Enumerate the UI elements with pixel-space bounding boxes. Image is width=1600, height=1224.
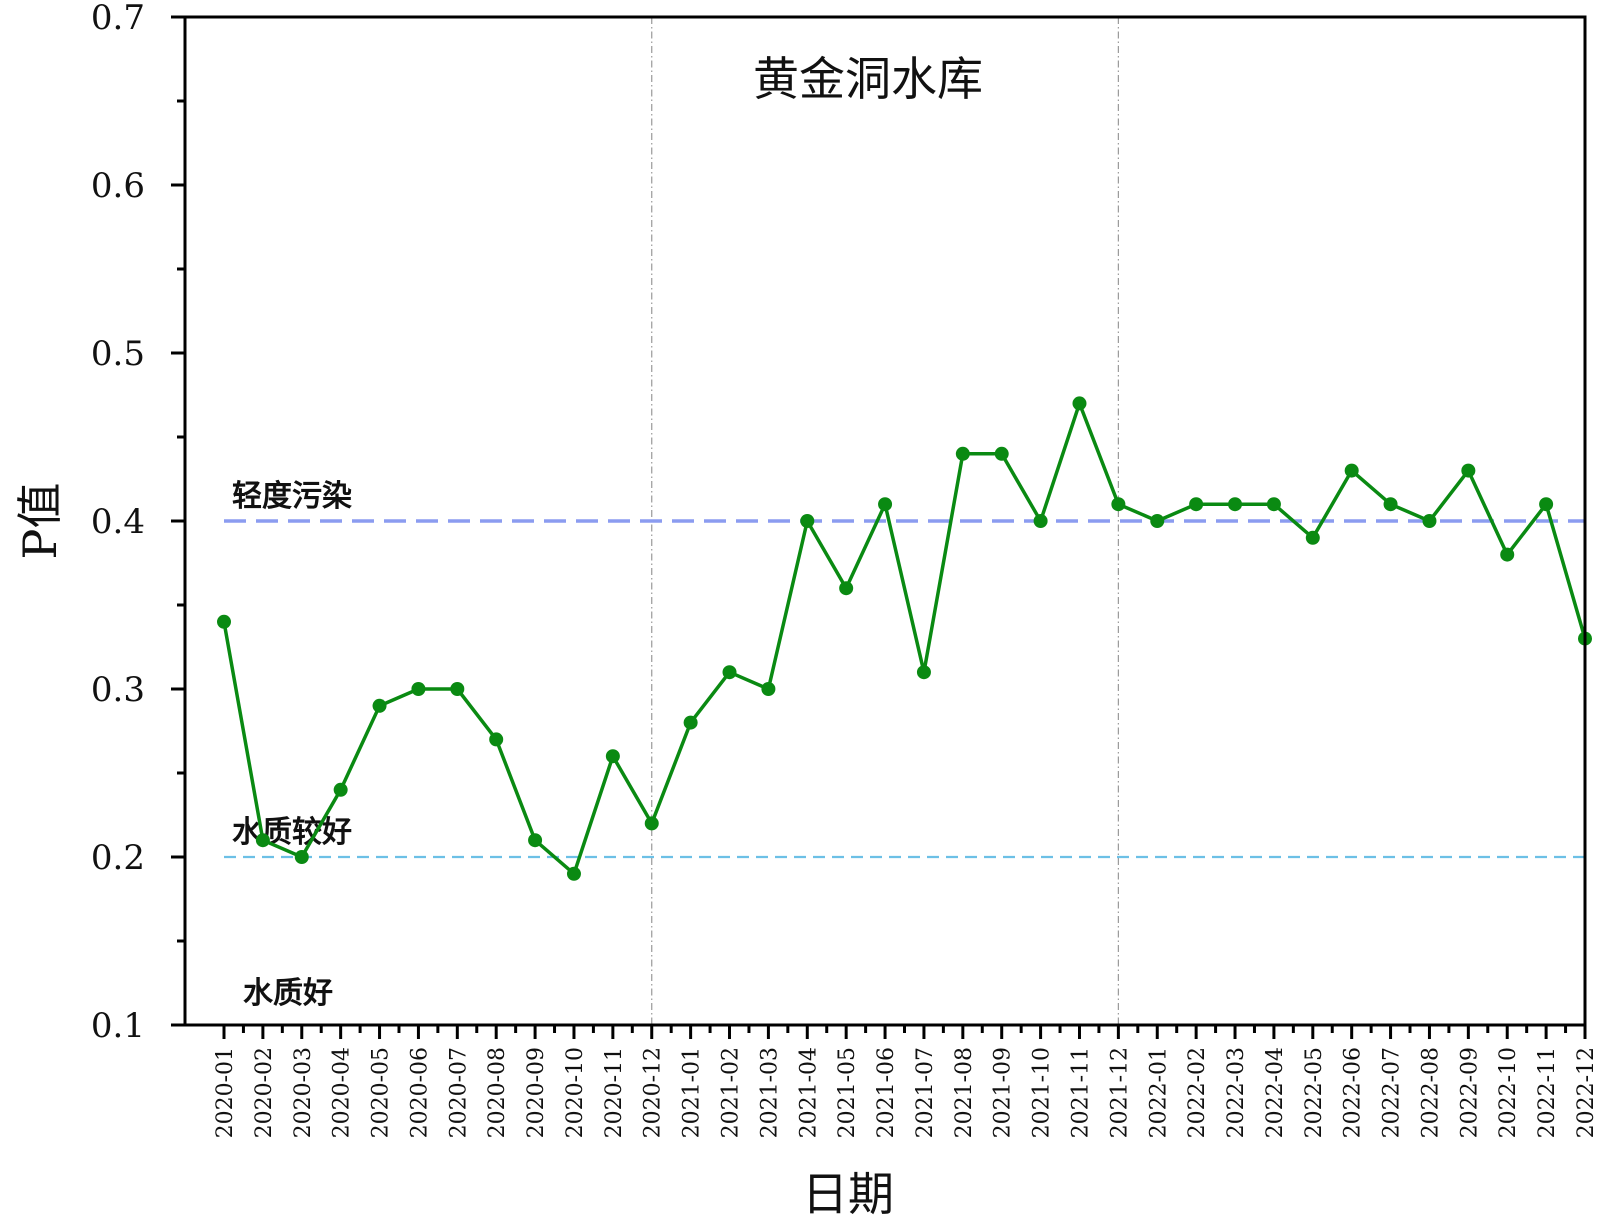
x-tick-label: 2020-11 (602, 1047, 627, 1138)
data-point (1461, 463, 1476, 478)
data-point (1033, 514, 1048, 528)
x-tick-label: 2021-07 (913, 1047, 938, 1138)
x-tick-label: 2021-10 (1030, 1047, 1055, 1138)
data-point (1383, 497, 1398, 512)
x-tick-label: 2020-03 (291, 1047, 316, 1138)
x-tick-label: 2020-01 (213, 1047, 238, 1138)
x-tick-label: 2021-11 (1068, 1047, 1093, 1138)
data-point (1305, 530, 1320, 545)
x-tick-label: 2020-05 (369, 1047, 394, 1138)
data-point (761, 682, 776, 696)
series-layer (217, 396, 1592, 881)
x-tick-label: 2022-03 (1224, 1047, 1249, 1138)
data-point (489, 732, 504, 747)
x-tick-label: 2020-04 (330, 1047, 355, 1138)
x-axis: 2020-01 2020-02 2020-03 2020-04 2020-05 2020-… (213, 1025, 1599, 1138)
data-point (1344, 463, 1359, 478)
data-point (255, 833, 270, 848)
y-tick-label: 0.7 (91, 0, 145, 38)
data-point (1228, 497, 1243, 512)
data-point (217, 614, 231, 629)
data-point (800, 514, 815, 528)
y-tick-label: 0.2 (91, 838, 145, 878)
x-tick-label: 2021-09 (991, 1047, 1016, 1138)
x-tick-label: 2022-11 (1535, 1047, 1560, 1138)
y-tick-label: 0.3 (91, 670, 145, 710)
x-tick-label: 2022-09 (1457, 1047, 1482, 1138)
x-tick-label: 2022-04 (1263, 1047, 1288, 1138)
x-tick-label: 2020-10 (563, 1047, 588, 1138)
reference-label-1: 水质较好 (232, 815, 352, 850)
y-tick-label: 0.6 (91, 166, 145, 206)
data-point (294, 850, 309, 864)
data-point (683, 715, 698, 730)
data-point (916, 665, 931, 680)
x-tick-label: 2020-06 (407, 1047, 432, 1138)
data-point (878, 497, 893, 512)
y-tick-label: 0.4 (91, 502, 145, 542)
x-tick-label: 2021-03 (757, 1047, 782, 1138)
x-tick-label: 2020-02 (252, 1047, 277, 1138)
x-tick-label: 2022-01 (1146, 1047, 1171, 1138)
x-tick-label: 2022-05 (1302, 1047, 1327, 1138)
data-point (372, 698, 387, 713)
x-tick-label: 2022-06 (1341, 1047, 1366, 1138)
y-axis-title: P值 (13, 483, 67, 560)
data-point (722, 665, 737, 680)
x-axis-title: 日期 (802, 1167, 894, 1221)
data-point (1500, 547, 1515, 562)
data-point (955, 446, 970, 461)
x-tick-label: 2022-07 (1380, 1047, 1405, 1138)
y-axis: 0.1 0.2 0.3 0.4 0.5 0.6 0.7 (91, 0, 185, 1046)
data-point (450, 682, 465, 696)
x-tick-label: 2021-02 (719, 1047, 744, 1138)
data-point (1266, 497, 1281, 512)
data-point (566, 866, 581, 881)
data-point (411, 682, 426, 696)
x-tick-label: 2020-09 (524, 1047, 549, 1138)
x-tick-label: 2021-12 (1107, 1047, 1132, 1138)
x-tick-label: 2021-06 (874, 1047, 899, 1138)
chart-title: 黄金洞水库 (753, 52, 983, 106)
reference-label-0: 轻度污染 (232, 479, 352, 514)
data-point (839, 581, 854, 596)
x-tick-label: 2021-08 (952, 1047, 977, 1138)
x-tick-label: 2020-12 (641, 1047, 666, 1138)
data-point (1072, 396, 1087, 411)
y-tick-label: 0.1 (91, 1006, 145, 1046)
zone-label-0: 水质好 (243, 976, 333, 1011)
data-point (333, 782, 348, 797)
data-point (605, 749, 620, 764)
x-tick-label: 2022-12 (1574, 1047, 1599, 1138)
x-tick-label: 2020-08 (485, 1047, 510, 1138)
data-point (1539, 497, 1554, 512)
data-point (1189, 497, 1204, 512)
x-tick-label: 2022-02 (1185, 1047, 1210, 1138)
data-point (1111, 497, 1126, 512)
x-tick-label: 2022-10 (1496, 1047, 1521, 1138)
y-tick-label: 0.5 (91, 334, 145, 374)
data-point (1422, 514, 1437, 528)
x-tick-label: 2022-08 (1418, 1047, 1443, 1138)
data-point (994, 446, 1009, 461)
x-tick-label: 2021-05 (835, 1047, 860, 1138)
data-point (1150, 514, 1165, 528)
data-point (528, 833, 543, 848)
x-tick-label: 2021-01 (680, 1047, 705, 1138)
x-tick-label: 2021-04 (796, 1047, 821, 1138)
x-tick-label: 2020-07 (446, 1047, 471, 1138)
data-point (644, 816, 659, 831)
